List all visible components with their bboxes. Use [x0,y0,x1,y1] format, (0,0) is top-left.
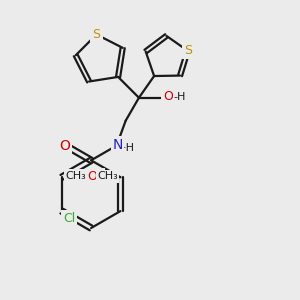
Text: CH₃: CH₃ [66,171,87,182]
Text: -H: -H [174,92,186,102]
Text: O: O [164,90,173,103]
Text: O: O [93,170,103,183]
Text: S: S [92,28,101,41]
Text: Cl: Cl [63,212,75,225]
Text: O: O [88,170,98,183]
Text: O: O [59,139,70,153]
Text: S: S [184,44,192,57]
Text: CH₃: CH₃ [97,171,118,182]
Text: ·H: ·H [123,143,135,153]
Text: N: N [113,138,123,152]
